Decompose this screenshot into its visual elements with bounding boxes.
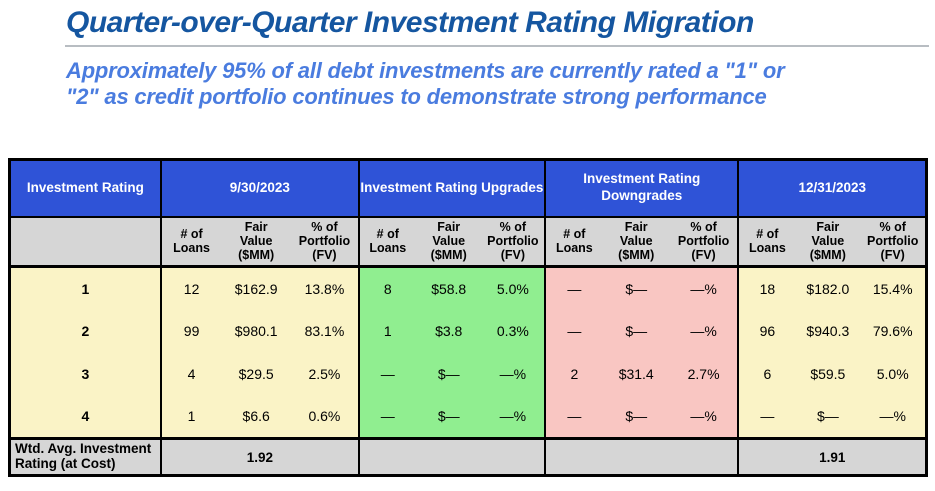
rating-cell: 2 (9, 309, 161, 353)
data-cell: 12 (159, 266, 222, 310)
data-cell: $162.9 (221, 266, 292, 310)
data-cell: $— (415, 395, 482, 439)
weighted-average-12-31-value: 1.91 (737, 437, 927, 476)
data-cell: — (737, 395, 796, 439)
data-cell: 4 (159, 352, 222, 396)
subheader-fair-value: Fair Value ($MM) (795, 216, 861, 268)
data-cell: 15.4% (860, 266, 927, 310)
subheader-fair-value: Fair Value ($MM) (221, 216, 292, 268)
col-header-12-31-2023: 12/31/2023 (737, 159, 927, 218)
page-subtitle: Approximately 95% of all debt investment… (66, 58, 934, 110)
subheader-empty (9, 216, 161, 268)
subtitle-line-1: Approximately 95% of all debt investment… (66, 58, 785, 83)
data-cell: $29.5 (221, 352, 292, 396)
subheader-loans: # of Loans (543, 216, 603, 268)
weighted-average-downgrades-value (543, 437, 739, 476)
data-cell: 79.6% (860, 309, 927, 353)
page-title: Quarter-over-Quarter Investment Rating M… (66, 6, 754, 39)
data-cell: $— (795, 395, 861, 439)
data-cell: 8 (357, 266, 416, 310)
data-cell: 5.0% (481, 266, 545, 310)
subheader-loans: # of Loans (357, 216, 416, 268)
data-cell: 0.6% (291, 395, 359, 439)
weighted-average-row: Wtd. Avg. Investment Rating (at Cost) 1.… (9, 437, 927, 476)
rating-cell: 1 (9, 266, 161, 310)
col-header-upgrades: Investment Rating Upgrades (357, 159, 545, 218)
group-header-row: Investment Rating 9/30/2023 Investment R… (9, 159, 927, 218)
weighted-average-label: Wtd. Avg. Investment Rating (at Cost) (9, 437, 161, 476)
data-cell: $— (602, 395, 670, 439)
table-row-rating-1: 1 12 $162.9 13.8% 8 $58.8 5.0% — $— —% 1… (9, 266, 927, 310)
data-cell: $31.4 (602, 352, 670, 396)
subheader-fair-value: Fair Value ($MM) (415, 216, 482, 268)
data-cell: 83.1% (291, 309, 359, 353)
data-cell: —% (481, 352, 545, 396)
data-cell: 0.3% (481, 309, 545, 353)
data-cell: — (357, 352, 416, 396)
data-cell: 2.7% (669, 352, 739, 396)
data-cell: 1 (357, 309, 416, 353)
data-cell: $3.8 (415, 309, 482, 353)
subheader-pct-portfolio: % of Portfolio (FV) (291, 216, 359, 268)
data-cell: — (543, 395, 603, 439)
col-header-investment-rating: Investment Rating (9, 159, 161, 218)
subheader-loans: # of Loans (737, 216, 796, 268)
data-cell: —% (669, 309, 739, 353)
data-cell: 13.8% (291, 266, 359, 310)
data-cell: 18 (737, 266, 796, 310)
data-cell: — (543, 266, 603, 310)
data-cell: 96 (737, 309, 796, 353)
data-cell: $980.1 (221, 309, 292, 353)
rating-cell: 4 (9, 395, 161, 439)
subheader-pct-portfolio: % of Portfolio (FV) (481, 216, 545, 268)
subheader-fair-value: Fair Value ($MM) (602, 216, 670, 268)
data-cell: 2.5% (291, 352, 359, 396)
data-cell: —% (669, 266, 739, 310)
rating-migration-table: Investment Rating 9/30/2023 Investment R… (8, 158, 928, 477)
data-cell: —% (481, 395, 545, 439)
data-cell: $182.0 (795, 266, 861, 310)
data-cell: 5.0% (860, 352, 927, 396)
sub-header-row: # of Loans Fair Value ($MM) % of Portfol… (9, 216, 927, 268)
table-row-rating-2: 2 99 $980.1 83.1% 1 $3.8 0.3% — $— —% 96… (9, 309, 927, 353)
table-row-rating-3: 3 4 $29.5 2.5% — $— —% 2 $31.4 2.7% 6 $5… (9, 352, 927, 396)
col-header-9-30-2023: 9/30/2023 (159, 159, 359, 218)
data-cell: 99 (159, 309, 222, 353)
weighted-average-upgrades-value (357, 437, 545, 476)
subheader-pct-portfolio: % of Portfolio (FV) (669, 216, 739, 268)
data-cell: $6.6 (221, 395, 292, 439)
data-cell: $— (602, 266, 670, 310)
subheader-pct-portfolio: % of Portfolio (FV) (860, 216, 927, 268)
subtitle-line-2: "2" as credit portfolio continues to dem… (66, 83, 767, 109)
data-cell: — (543, 309, 603, 353)
title-divider (65, 45, 929, 47)
data-cell: $940.3 (795, 309, 861, 353)
col-header-downgrades: Investment Rating Downgrades (543, 159, 739, 218)
data-cell: $59.5 (795, 352, 861, 396)
data-cell: — (357, 395, 416, 439)
data-cell: $58.8 (415, 266, 482, 310)
data-cell: 2 (543, 352, 603, 396)
data-cell: 1 (159, 395, 222, 439)
weighted-average-9-30-value: 1.92 (159, 437, 359, 476)
table-row-rating-4: 4 1 $6.6 0.6% — $— —% — $— —% — $— —% (9, 395, 927, 439)
data-cell: —% (860, 395, 927, 439)
data-cell: 6 (737, 352, 796, 396)
subheader-loans: # of Loans (159, 216, 222, 268)
data-cell: $— (602, 309, 670, 353)
data-cell: $— (415, 352, 482, 396)
rating-cell: 3 (9, 352, 161, 396)
data-cell: —% (669, 395, 739, 439)
